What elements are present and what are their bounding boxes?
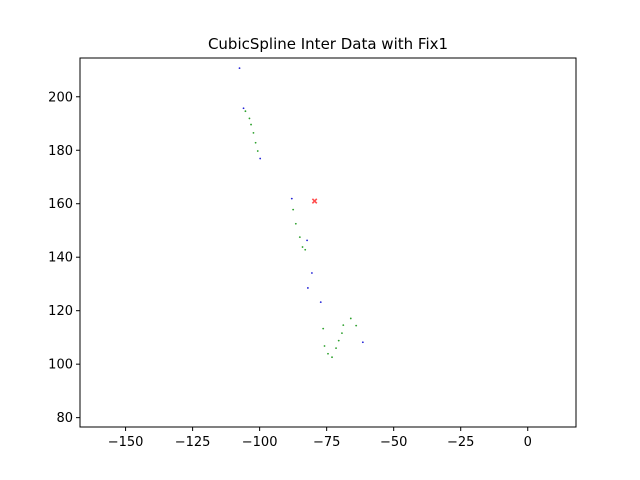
data-point xyxy=(349,317,352,320)
plot-frame xyxy=(79,57,577,428)
data-point xyxy=(319,301,322,304)
data-point xyxy=(248,117,251,120)
data-point xyxy=(252,131,255,134)
data-point xyxy=(294,222,297,225)
x-tick-label: −50 xyxy=(380,435,407,450)
y-tick-label: 80 xyxy=(56,411,73,426)
x-tick-label: −75 xyxy=(313,435,340,450)
data-point xyxy=(342,324,345,327)
data-point xyxy=(292,208,295,211)
data-point xyxy=(242,107,245,110)
x-axis: −150 −125 −100 −75 −50 −25 0 xyxy=(108,427,532,450)
data-point xyxy=(304,248,307,251)
chart-title: CubicSpline Inter Data with Fix1 xyxy=(208,35,448,53)
data-points xyxy=(238,67,364,359)
x-tick-label: 0 xyxy=(524,435,532,450)
data-point xyxy=(306,239,308,242)
y-tick-label: 100 xyxy=(48,358,73,373)
data-point-x-marker xyxy=(311,198,318,204)
y-tick-label: 120 xyxy=(48,304,73,319)
data-point xyxy=(259,157,262,160)
data-point xyxy=(256,150,259,152)
x-tick-label: −125 xyxy=(175,435,211,450)
data-point xyxy=(331,356,333,359)
data-point xyxy=(238,67,241,70)
x-marker-stroke xyxy=(311,198,318,204)
data-point xyxy=(290,197,293,200)
plot-area xyxy=(80,58,576,427)
data-point xyxy=(361,341,364,344)
data-point xyxy=(250,123,252,126)
y-axis: 80 100 120 140 160 180 200 xyxy=(48,90,80,426)
data-point xyxy=(355,324,358,327)
x-tick-label: −150 xyxy=(108,435,144,450)
data-point xyxy=(323,345,326,347)
x-tick-label: −100 xyxy=(242,435,278,450)
x-tick-label: −25 xyxy=(447,435,474,450)
data-point xyxy=(254,141,257,144)
data-point xyxy=(335,347,337,350)
data-point xyxy=(327,352,329,355)
data-point xyxy=(298,236,301,239)
y-tick-label: 200 xyxy=(48,90,73,105)
y-tick-label: 160 xyxy=(48,197,73,212)
data-point xyxy=(341,332,343,335)
data-point xyxy=(311,272,313,274)
y-tick-label: 180 xyxy=(48,144,73,159)
data-point xyxy=(244,110,247,113)
data-point xyxy=(306,287,309,289)
y-tick-label: 140 xyxy=(48,251,73,266)
data-point xyxy=(322,327,325,330)
data-point xyxy=(301,246,304,248)
data-point xyxy=(337,339,340,342)
